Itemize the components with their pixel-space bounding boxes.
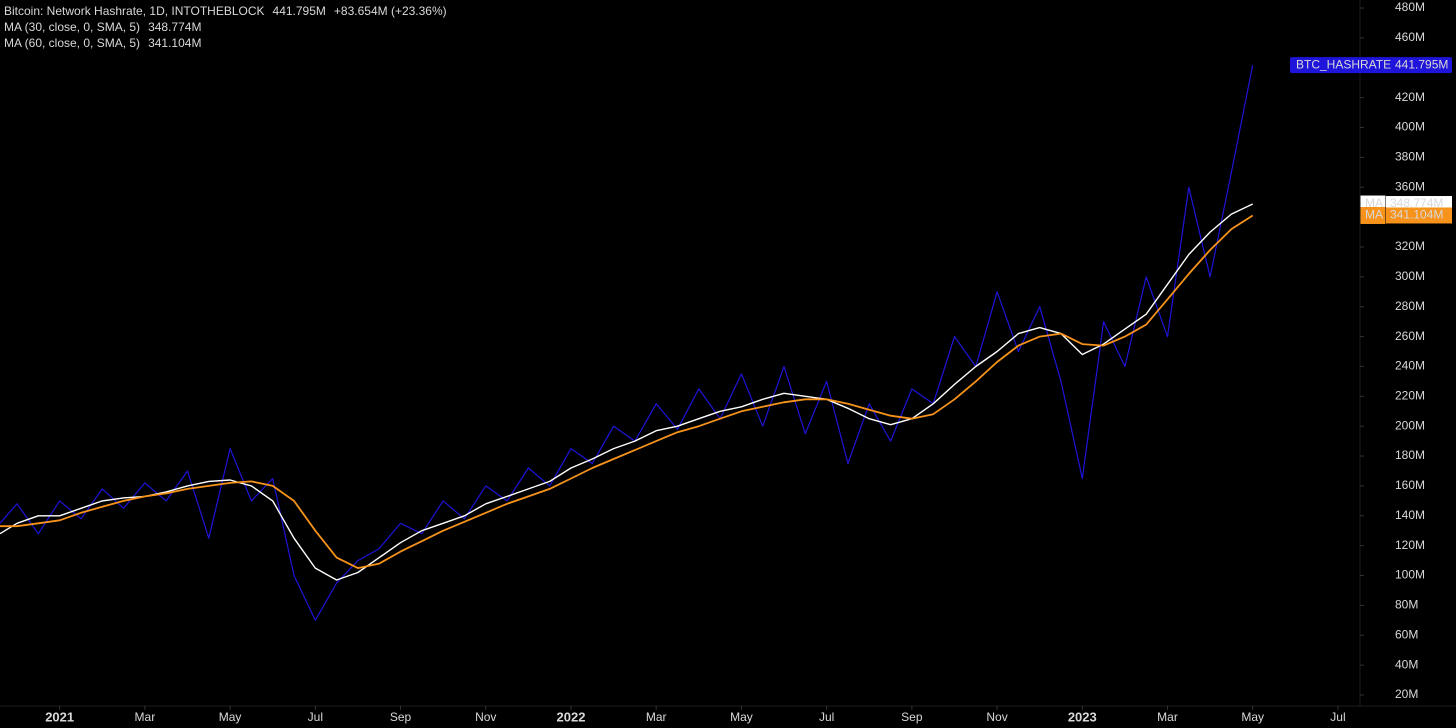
y-tick-label: 320M: [1395, 239, 1425, 253]
y-tick-label: 40M: [1395, 657, 1418, 671]
x-tick-label: Nov: [475, 710, 496, 724]
price-tag-name: BTC_HASHRATE: [1296, 57, 1391, 71]
legend-value: 348.774M: [148, 20, 201, 34]
legend: Bitcoin: Network Hashrate, 1D, INTOTHEBL…: [4, 4, 447, 50]
series-line: [0, 214, 1254, 569]
y-tick-label: 240M: [1395, 359, 1425, 373]
legend-entry: MA (30, close, 0, SMA, 5): [4, 20, 140, 34]
chart-title: Bitcoin: Network Hashrate, 1D, INTOTHEBL…: [4, 4, 265, 18]
x-tick-label: Mar: [1157, 710, 1178, 724]
x-tick-label: May: [730, 710, 753, 724]
y-tick-label: 460M: [1395, 30, 1425, 44]
y-tick-label: 160M: [1395, 478, 1425, 492]
y-tick-label: 100M: [1395, 568, 1425, 582]
y-tick-label: 120M: [1395, 538, 1425, 552]
x-tick-label: Jul: [1330, 710, 1345, 724]
price-tag-box: [1386, 207, 1452, 224]
x-tick-label: May: [219, 710, 242, 724]
series-line: [0, 64, 1254, 621]
y-tick-label: 280M: [1395, 299, 1425, 313]
y-tick-label: 180M: [1395, 448, 1425, 462]
x-tick-label: Mar: [646, 710, 667, 724]
y-tick-label: 400M: [1395, 120, 1425, 134]
y-tick-label: 380M: [1395, 150, 1425, 164]
x-tick-label: Jul: [819, 710, 834, 724]
x-tick-label: Sep: [901, 710, 923, 724]
legend-value: 441.795M: [273, 4, 326, 18]
x-tick-label: Jul: [308, 710, 323, 724]
y-tick-label: 20M: [1395, 687, 1418, 701]
price-tag: BTC_HASHRATE 441.795M: [1290, 57, 1452, 74]
x-tick-label: 2021: [45, 709, 74, 724]
price-tag-value: 341.104M: [1390, 208, 1443, 222]
y-tick-label: 360M: [1395, 179, 1425, 193]
y-tick-label: 480M: [1395, 0, 1425, 14]
y-tick-label: 260M: [1395, 329, 1425, 343]
y-tick-label: 300M: [1395, 269, 1425, 283]
y-tick-label: 140M: [1395, 508, 1425, 522]
x-tick-label: Mar: [135, 710, 156, 724]
series-line: [0, 203, 1253, 581]
price-tag-name-box: [1360, 206, 1386, 224]
y-tick-label: 200M: [1395, 418, 1425, 432]
y-tick-label: 220M: [1395, 389, 1425, 403]
price-tag: MA 341.104M: [1360, 206, 1452, 224]
y-tick-label: 60M: [1395, 627, 1418, 641]
x-tick-label: 2022: [557, 709, 586, 724]
y-tick-label: 80M: [1395, 598, 1418, 612]
x-tick-label: Sep: [390, 710, 412, 724]
price-tag-box: [1290, 57, 1452, 74]
x-tick-label: 2023: [1068, 709, 1097, 724]
x-tick-label: Nov: [986, 710, 1007, 724]
y-tick-label: 420M: [1395, 90, 1425, 104]
legend-value: 341.104M: [148, 36, 201, 50]
price-tag-value: 348.774M: [1390, 196, 1443, 210]
price-tag-value: 441.795M: [1395, 57, 1448, 71]
x-tick-label: May: [1241, 710, 1264, 724]
legend-change: +83.654M (+23.36%): [334, 4, 447, 18]
price-tag-name: MA: [1365, 196, 1383, 210]
legend-entry: MA (60, close, 0, SMA, 5): [4, 36, 140, 50]
price-tag-name: MA: [1365, 208, 1383, 222]
